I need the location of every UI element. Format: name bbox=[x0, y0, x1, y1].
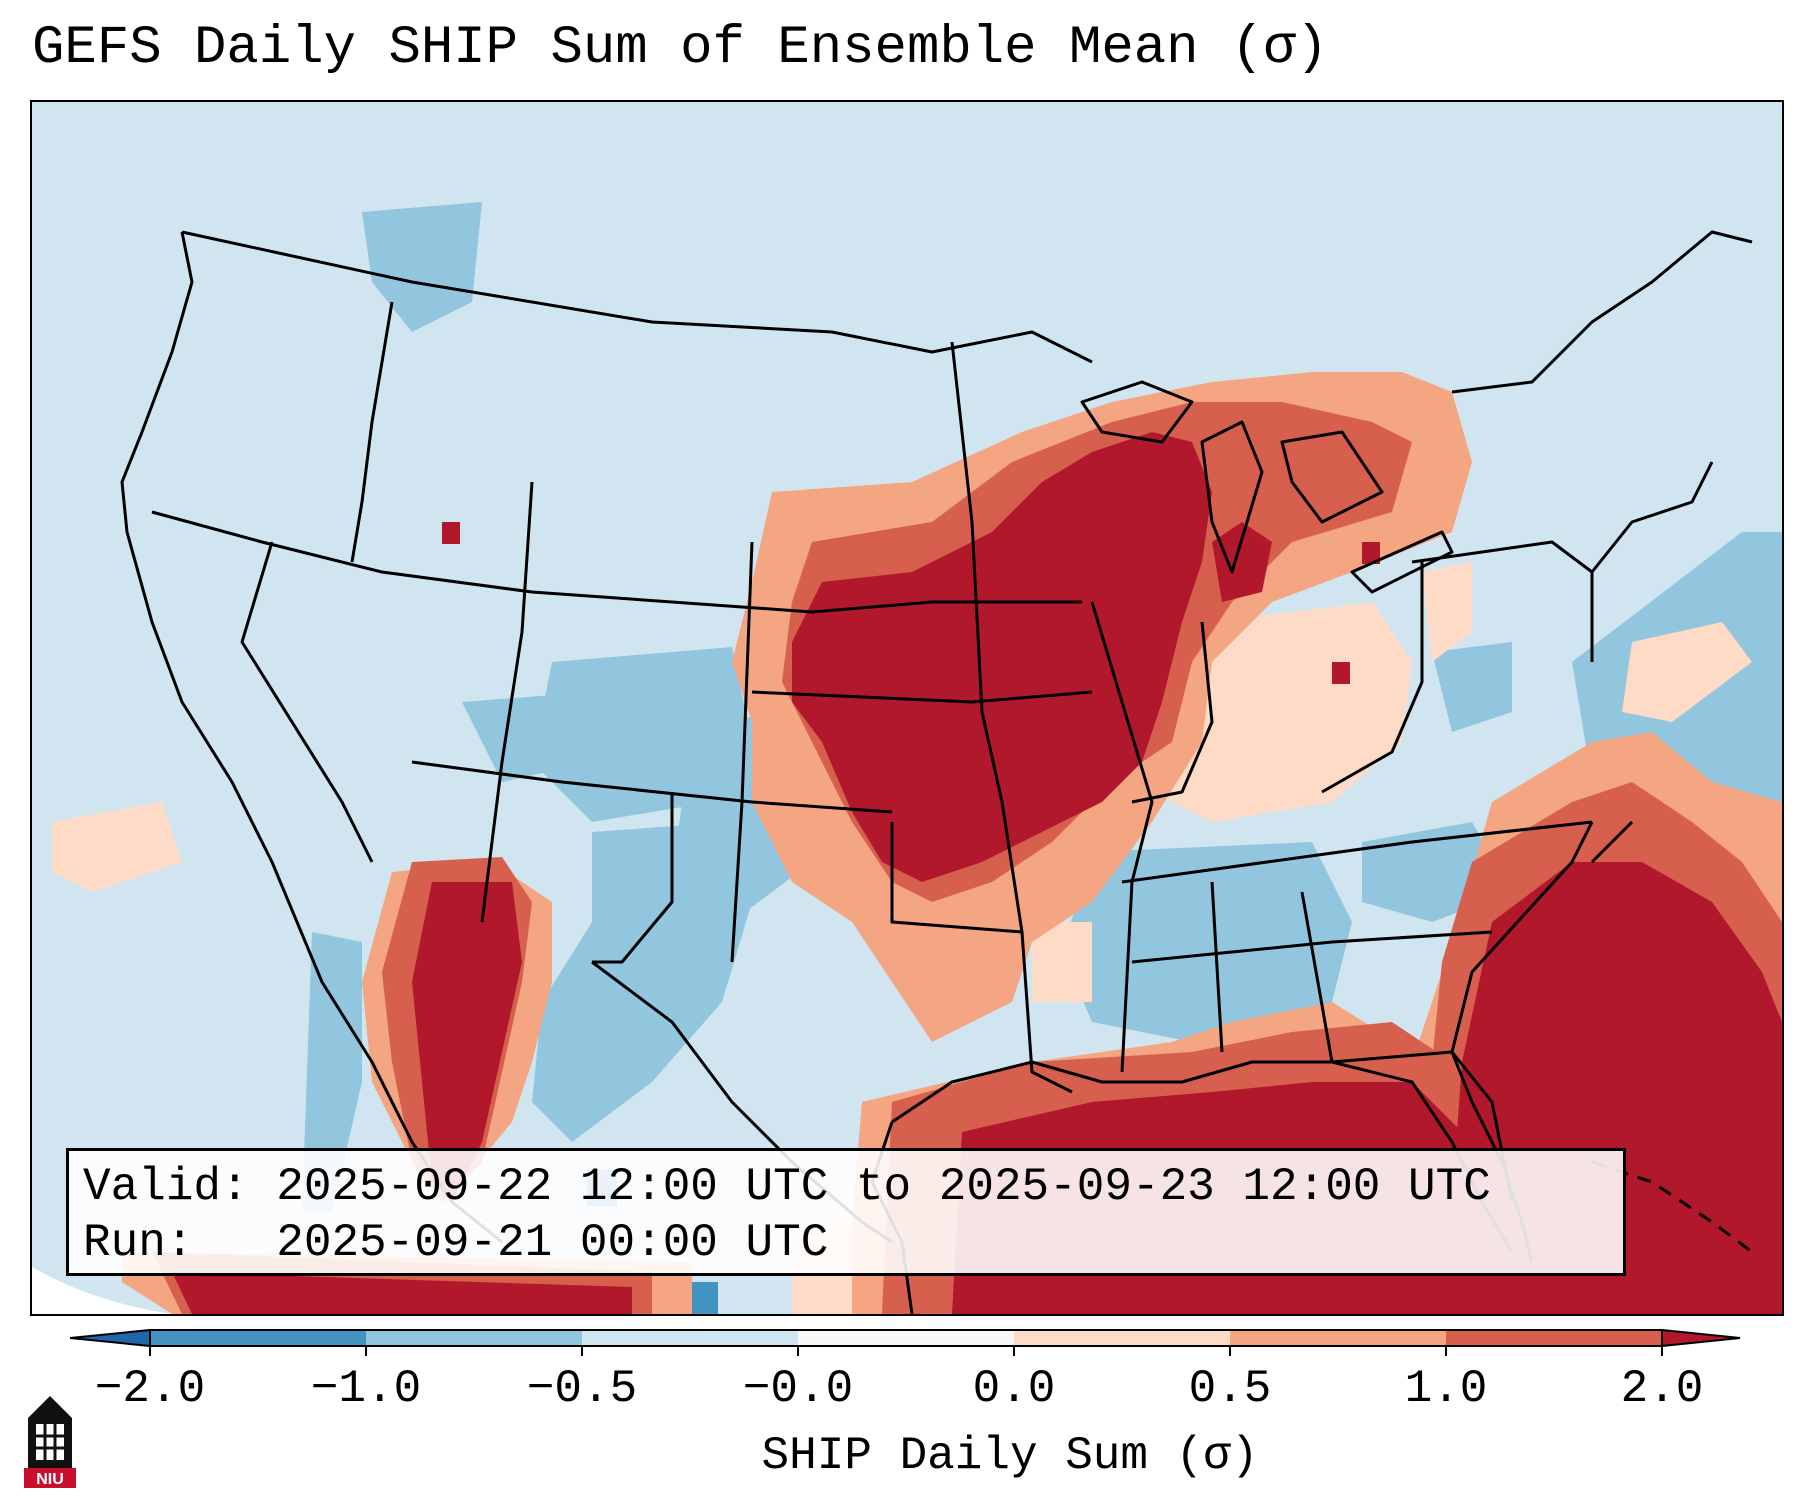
colorbar-ticks bbox=[149, 1346, 1663, 1356]
colorbar-segment-3 bbox=[582, 1330, 798, 1346]
colorbar-segment-6 bbox=[1230, 1330, 1446, 1346]
colorbar-extend-low bbox=[70, 1328, 151, 1348]
colorbar-segment-1 bbox=[150, 1330, 366, 1346]
colorbar-segment-2 bbox=[366, 1330, 582, 1346]
colorbar-tick-label: −0.5 bbox=[526, 1363, 638, 1415]
colorbar-tick-label: −0.0 bbox=[742, 1363, 854, 1415]
colorbar-tick-label: 0.0 bbox=[972, 1363, 1056, 1415]
colorbar-tick-label: −2.0 bbox=[94, 1363, 206, 1415]
colorbar-label: SHIP Daily Sum (σ) bbox=[761, 1430, 1259, 1482]
ship-field-map bbox=[32, 102, 1782, 1314]
logo-text: NIU bbox=[36, 1471, 64, 1488]
colorbar-tick-label: 2.0 bbox=[1620, 1363, 1704, 1415]
colorbar-segment-7 bbox=[1446, 1330, 1662, 1346]
colorbar bbox=[70, 1328, 1741, 1356]
colorbar-extend-high bbox=[1661, 1328, 1741, 1348]
niu-logo-icon: NIU bbox=[24, 1396, 76, 1488]
valid-time-text: Valid: 2025-09-22 12:00 UTC to 2025-09-2… bbox=[83, 1161, 1491, 1213]
map-panel bbox=[30, 100, 1784, 1316]
colorbar-tick-label: −1.0 bbox=[310, 1363, 422, 1415]
validity-info-box: Valid: 2025-09-22 12:00 UTC to 2025-09-2… bbox=[66, 1148, 1626, 1276]
colorbar-segment-5 bbox=[1014, 1330, 1230, 1346]
map-title: GEFS Daily SHIP Sum of Ensemble Mean (σ) bbox=[32, 18, 1329, 79]
field-positive-light bbox=[52, 562, 1752, 1314]
colorbar-outline bbox=[149, 1329, 1663, 1347]
colorbar-tick-label: 1.0 bbox=[1404, 1363, 1488, 1415]
colorbar-segment-4 bbox=[798, 1330, 1014, 1346]
projection-edge-left bbox=[32, 1267, 172, 1314]
run-time-text: Run: 2025-09-21 00:00 UTC bbox=[83, 1217, 829, 1269]
colorbar-tick-label: 0.5 bbox=[1188, 1363, 1272, 1415]
